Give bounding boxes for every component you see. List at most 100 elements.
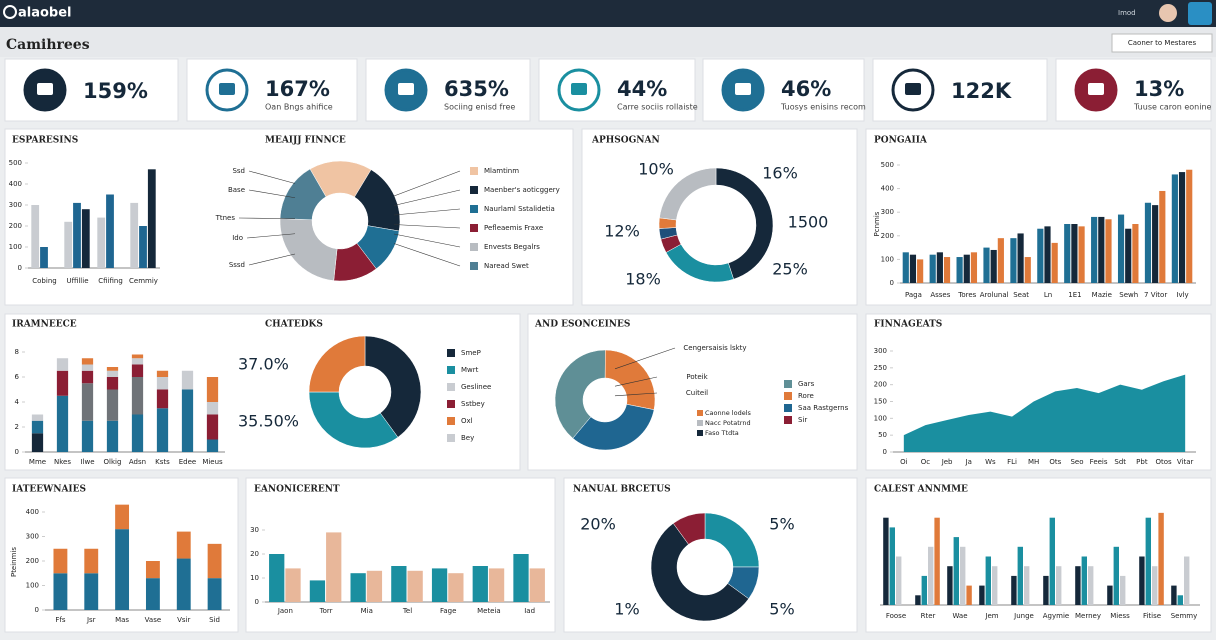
y-tick-label: 4 [15, 398, 20, 406]
bar [1051, 242, 1058, 283]
x-tick-label: Pbt [1136, 458, 1148, 466]
bar [1071, 224, 1078, 283]
logo-icon [3, 5, 17, 19]
bar [1120, 575, 1126, 605]
title-bar [0, 27, 1216, 57]
bar [936, 252, 943, 283]
x-tick-label: Cfiifing [98, 277, 123, 285]
bar [81, 209, 90, 268]
legend-label: Naread Swet [484, 262, 529, 270]
bar [40, 247, 48, 268]
bar [513, 554, 529, 602]
bar [909, 254, 917, 283]
bar [1037, 228, 1044, 283]
bar [176, 531, 191, 559]
bar [956, 257, 963, 283]
bar [529, 568, 545, 602]
bar [1043, 575, 1049, 605]
top-bar [0, 0, 1216, 27]
x-tick-label: Jaon [277, 607, 293, 615]
x-tick-label: Oc [921, 458, 931, 466]
chart-title: CALEST ANNMME [874, 485, 968, 495]
bar [309, 580, 326, 602]
x-tick-label: Fitise [1143, 612, 1161, 620]
y-tick-label: 200 [9, 222, 22, 230]
action-button[interactable] [1111, 33, 1213, 53]
bar [1171, 585, 1177, 605]
leader-line [393, 224, 461, 229]
legend-swatch [447, 400, 455, 408]
legend-label: Saa Rastgerns [798, 404, 849, 412]
bar [472, 566, 488, 602]
x-tick-label: Miess [1110, 612, 1130, 620]
bar [983, 247, 990, 283]
kpi-label: Sociing enisd free [444, 103, 515, 112]
legend-label: Geslinee [461, 383, 491, 391]
bar [31, 205, 40, 268]
avatar[interactable] [1159, 4, 1177, 22]
annotation: 37.0% [238, 355, 289, 374]
x-tick-label: Torr [319, 607, 333, 615]
bar [997, 238, 1004, 283]
y-tick-label: 8 [15, 348, 19, 356]
pie-slice [650, 522, 750, 622]
x-tick-label: Edee [179, 458, 196, 466]
bar [1105, 219, 1112, 283]
legend-label: Sstbey [461, 400, 485, 408]
bar [1017, 233, 1024, 283]
y-tick-label: 400 [881, 185, 894, 193]
y-tick-label: 100 [26, 582, 39, 590]
action-button-label[interactable]: Caoner to Mestares [1128, 39, 1197, 47]
y-tick-label: 0 [255, 598, 259, 606]
user-name[interactable]: Imod [1118, 9, 1136, 17]
leader-line [393, 170, 461, 197]
kpi-value: 44% [617, 77, 667, 101]
app-badge[interactable] [1188, 2, 1212, 25]
bar [1132, 224, 1139, 283]
x-tick-label: Asses [930, 291, 950, 299]
chart-title: PONGAIIA [874, 136, 928, 146]
pie-slice [364, 335, 422, 438]
legend-swatch [447, 434, 455, 442]
x-tick-label: Mme [29, 458, 46, 466]
chart-title: APHSOGNAN [591, 136, 660, 146]
y-tick-label: 250 [874, 364, 887, 372]
legend-label: Nacc Potatrnd [705, 419, 751, 427]
bar [145, 561, 160, 579]
bar [1184, 556, 1190, 605]
x-tick-label: Ws [985, 458, 996, 466]
x-tick-label: Tel [402, 607, 412, 615]
x-tick-label: Junge [1013, 612, 1034, 620]
bar [1186, 169, 1193, 283]
leader-line [614, 376, 658, 387]
y-tick-label: 100 [881, 255, 894, 263]
legend-swatch [784, 416, 792, 424]
bar [56, 395, 69, 452]
kpi-value: 159% [83, 79, 148, 103]
x-tick-label: 7 Vitor [1144, 291, 1167, 299]
x-tick-label: Olkig [104, 458, 122, 466]
legend-swatch [447, 349, 455, 357]
bar [53, 548, 68, 574]
bar [1024, 257, 1031, 283]
legend-label: Bey [461, 434, 474, 442]
legend-swatch [784, 404, 792, 412]
bar [84, 548, 99, 574]
bar [326, 532, 342, 602]
chart-title: ESPARESINS [12, 136, 78, 146]
x-tick-label: Ksts [155, 458, 170, 466]
pie-slice [279, 168, 327, 221]
bar [56, 358, 69, 371]
bar [56, 370, 69, 396]
logo: alaobel [18, 6, 72, 21]
leader-line [393, 233, 461, 248]
bar [139, 226, 147, 268]
y-tick-label: 500 [881, 161, 894, 169]
bar [81, 420, 94, 452]
bar [106, 367, 119, 371]
y-tick-label: 500 [9, 159, 22, 167]
x-tick-label: Meteia [477, 607, 501, 615]
chart-title: NANUAL BRCETUS [573, 485, 671, 495]
x-tick-label: MH [1028, 458, 1039, 466]
bar [81, 358, 94, 365]
